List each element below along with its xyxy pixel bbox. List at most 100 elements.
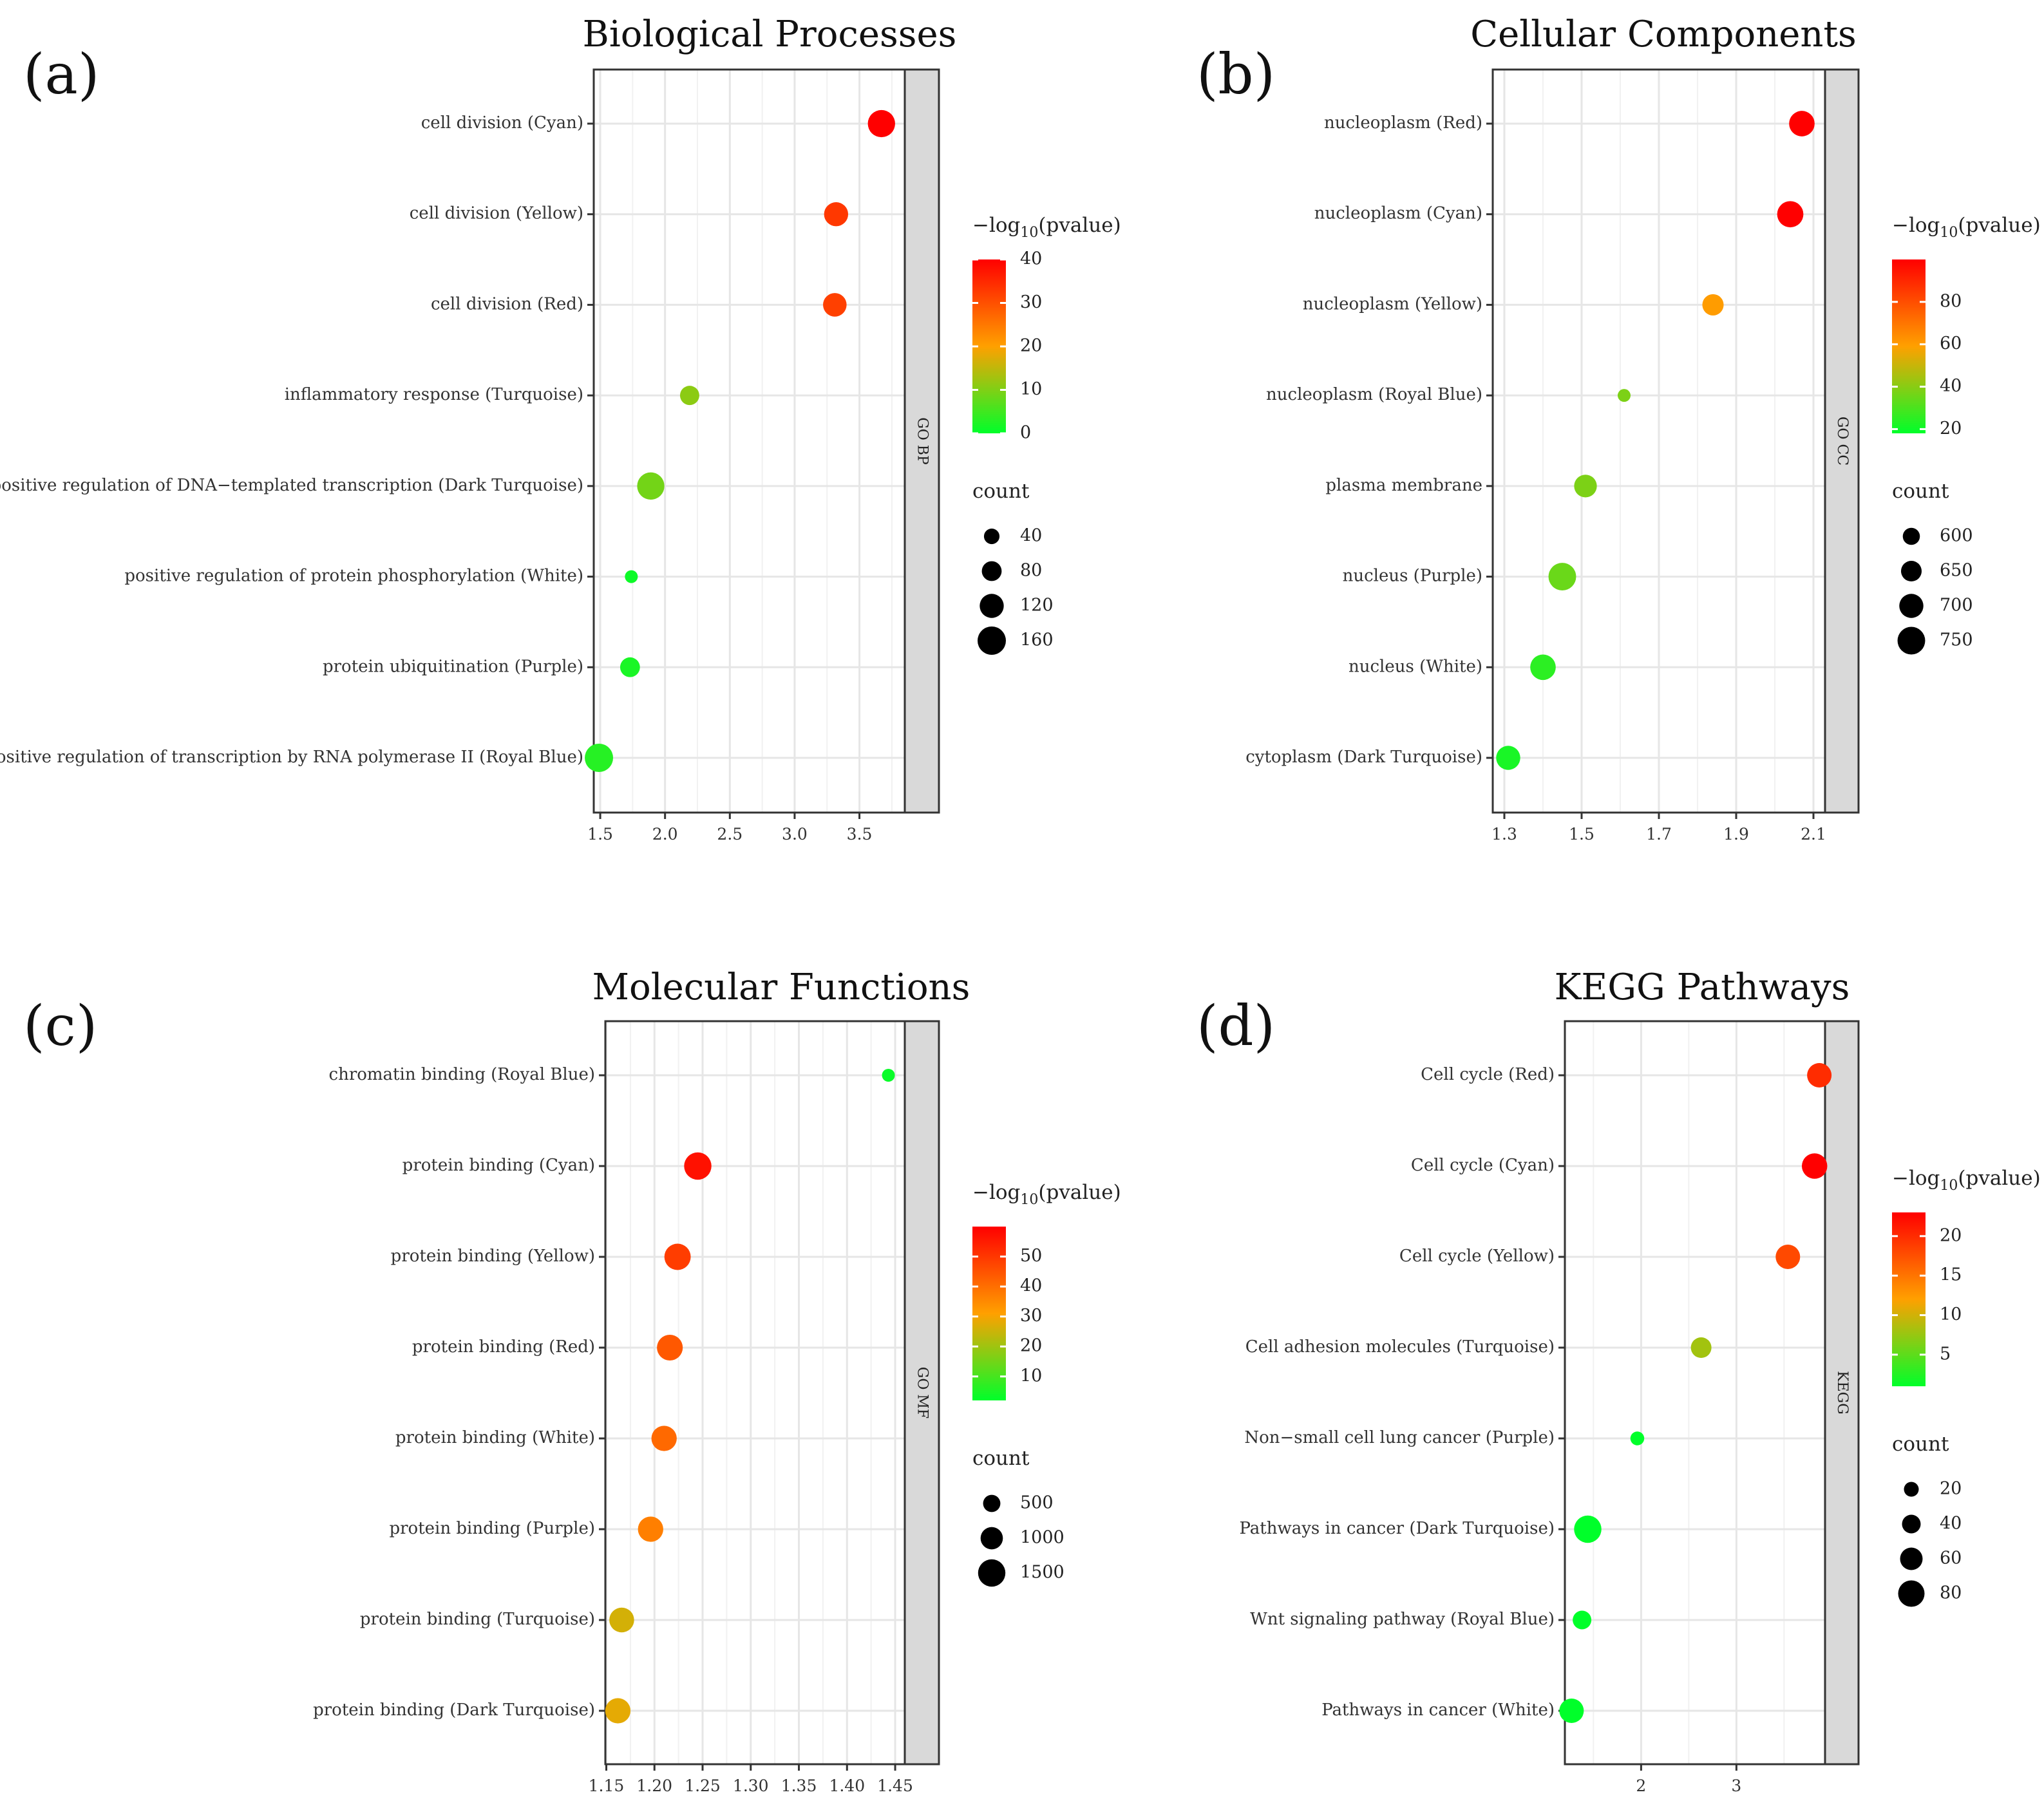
size-legend-key <box>983 1494 1001 1512</box>
color-bar-label: 40 <box>1940 376 1962 396</box>
size-legend-key <box>1901 561 1922 581</box>
plot-area <box>1565 1021 1825 1764</box>
data-point <box>1574 475 1597 498</box>
color-bar-label: 15 <box>1940 1265 1962 1285</box>
chart-panel: (a) Biological Processes GO BP 1.5 2.0 2.5 3.0… <box>0 14 1121 843</box>
data-point <box>651 1426 677 1451</box>
size-legend-key <box>980 1527 1003 1550</box>
size-legend-key <box>981 561 1002 581</box>
size-legend-key <box>1904 1482 1919 1497</box>
y-tick-label: chromatin binding (Royal Blue) <box>329 1065 595 1084</box>
size-legend-key <box>979 594 1004 618</box>
chart-panel: (c) Molecular Functions GO MF 1.15 1.20 1.25 1… <box>23 966 1121 1795</box>
y-tick-label: positive regulation of DNA−templated tra… <box>0 476 583 495</box>
size-legend-label: 80 <box>1940 1583 1962 1603</box>
data-point <box>1618 389 1631 402</box>
data-point <box>1702 294 1724 315</box>
x-tick-label: 1.40 <box>829 1776 865 1795</box>
size-legend-label: 60 <box>1940 1549 1962 1568</box>
color-bar-label: 40 <box>1020 1276 1042 1296</box>
data-point <box>679 386 699 406</box>
size-legend-label: 1500 <box>1020 1563 1065 1583</box>
x-tick-label: 1.5 <box>1569 825 1595 843</box>
y-tick-label: inflammatory response (Turquoise) <box>285 385 583 404</box>
data-point <box>1630 1431 1645 1445</box>
y-tick-label: positive regulation of transcription by … <box>0 748 583 767</box>
data-point <box>637 472 665 500</box>
chart-title: Biological Processes <box>583 14 957 55</box>
size-legend-label: 700 <box>1940 596 1973 616</box>
size-legend: count 40 80 120 160 <box>972 480 1054 655</box>
data-point <box>1530 654 1556 681</box>
color-bar <box>1892 1212 1926 1386</box>
gridlines <box>1493 70 1825 813</box>
y-tick-label: Pathways in cancer (Dark Turquoise) <box>1239 1519 1555 1538</box>
x-tick-label: 3 <box>1731 1776 1741 1795</box>
y-tick-label: cell division (Yellow) <box>410 204 583 223</box>
data-point <box>1574 1515 1602 1543</box>
y-tick-label: nucleus (White) <box>1348 657 1482 676</box>
y-tick-label: cell division (Red) <box>431 294 583 314</box>
x-tick-label: 1.9 <box>1723 825 1749 843</box>
y-tick-label: protein binding (Dark Turquoise) <box>313 1700 595 1720</box>
y-tick-label: protein binding (Cyan) <box>402 1156 595 1175</box>
size-legend: count 20 40 60 80 <box>1892 1433 1962 1607</box>
y-tick-label: plasma membrane <box>1325 476 1482 495</box>
panel-letter: (a) <box>23 42 99 107</box>
color-bar-label: 20 <box>1020 336 1042 356</box>
y-tick-label: protein binding (Purple) <box>389 1519 595 1538</box>
data-point <box>1801 1153 1828 1179</box>
color-bar <box>1892 259 1926 433</box>
data-point <box>1559 1699 1584 1723</box>
y-tick-label: cytoplasm (Dark Turquoise) <box>1245 748 1482 767</box>
y-tick-label: Pathways in cancer (White) <box>1321 1700 1555 1720</box>
size-legend-title: count <box>972 480 1030 503</box>
color-bar-label: 50 <box>1020 1246 1042 1266</box>
size-legend-label: 80 <box>1020 561 1042 581</box>
chart-title: Cellular Components <box>1470 14 1856 55</box>
x-tick-label: 1.30 <box>733 1776 769 1795</box>
facet-strip-label: GO CC <box>1834 417 1850 466</box>
color-legend-title: −log10(pvalue) <box>972 1181 1121 1208</box>
data-point <box>1807 1063 1832 1088</box>
size-legend-label: 650 <box>1940 561 1973 581</box>
color-legend: −log10(pvalue) 50 40 30 20 10 <box>972 1181 1121 1400</box>
y-tick-label: nucleoplasm (Royal Blue) <box>1266 385 1482 404</box>
color-bar-label: 0 <box>1020 423 1031 443</box>
size-legend-label: 20 <box>1940 1479 1962 1499</box>
size-legend-label: 1000 <box>1020 1528 1065 1548</box>
size-legend-key <box>1900 1547 1923 1570</box>
size-legend-key <box>1898 1580 1925 1607</box>
color-bar-label: 20 <box>1020 1336 1042 1356</box>
data-point <box>605 1698 631 1724</box>
y-tick-label: Cell cycle (Yellow) <box>1399 1247 1555 1266</box>
x-tick-label: 1.20 <box>636 1776 672 1795</box>
facet-strip-label: KEGG <box>1834 1371 1850 1415</box>
facet-strip <box>904 68 940 814</box>
color-bar-label: 10 <box>1020 1366 1042 1386</box>
color-bar-label: 30 <box>1020 292 1042 312</box>
data-point <box>1496 746 1520 770</box>
color-bar-label: 10 <box>1020 379 1042 399</box>
size-legend-title: count <box>972 1447 1030 1470</box>
data-point <box>1775 1245 1801 1269</box>
data-point <box>1777 201 1804 228</box>
size-legend-label: 160 <box>1020 630 1054 650</box>
color-bar-label: 5 <box>1940 1344 1951 1364</box>
color-bar-label: 20 <box>1940 1225 1962 1245</box>
color-bar-label: 80 <box>1940 291 1962 311</box>
color-bar <box>972 1227 1006 1400</box>
x-tick-label: 2.5 <box>717 825 743 843</box>
size-legend-label: 500 <box>1020 1493 1054 1513</box>
y-tick-label: nucleoplasm (Cyan) <box>1314 204 1482 223</box>
size-legend-label: 600 <box>1940 526 1973 546</box>
plot-area <box>605 1021 905 1764</box>
facet-strip <box>1824 68 1860 814</box>
y-tick-label: Cell adhesion molecules (Turquoise) <box>1245 1337 1555 1357</box>
size-legend-key <box>978 626 1006 655</box>
x-tick-label: 2.1 <box>1801 825 1826 843</box>
data-point <box>824 202 849 227</box>
facet-strip <box>1824 1020 1860 1766</box>
data-point <box>823 293 847 317</box>
